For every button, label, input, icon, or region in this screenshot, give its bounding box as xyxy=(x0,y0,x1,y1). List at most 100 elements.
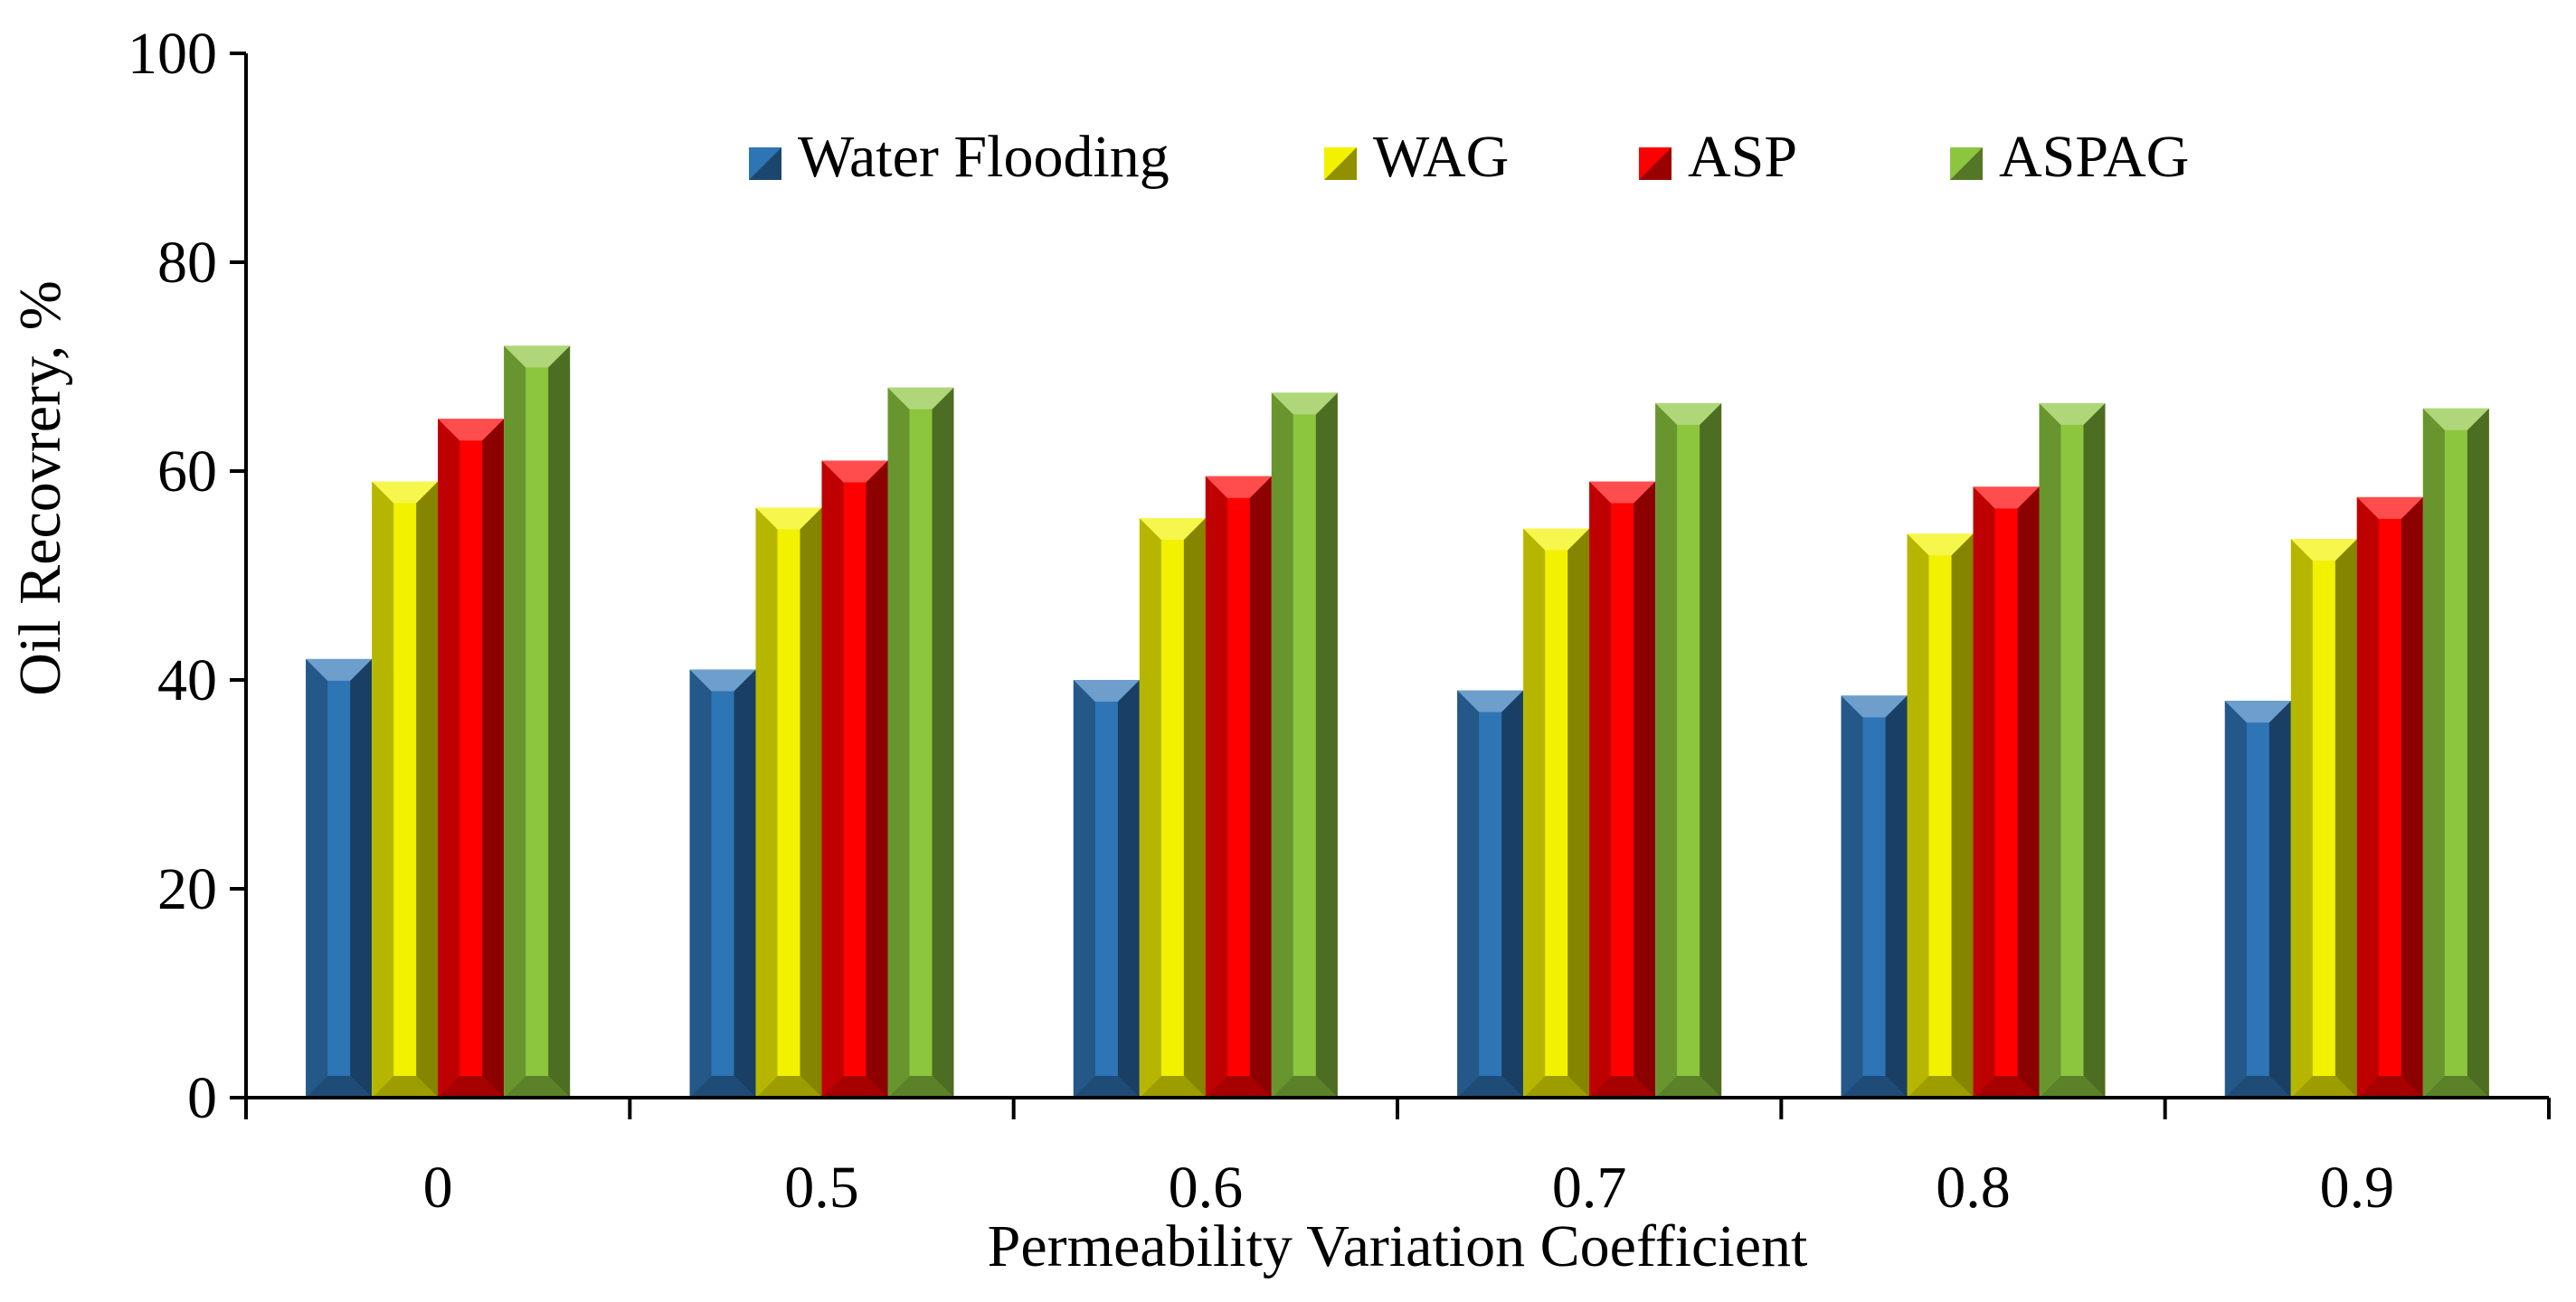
bar-bevel-left xyxy=(1271,392,1293,1098)
bar-bevel-left xyxy=(504,345,526,1098)
bar-bevel-top xyxy=(1907,533,1974,556)
bar-bevel-right xyxy=(2017,486,2040,1098)
bar-wag-0 xyxy=(372,481,439,1098)
x-tick-label-0_9: 0.9 xyxy=(2320,1155,2395,1221)
bar-water-flooding-0_9 xyxy=(2224,701,2291,1098)
bar-bevel-bottom xyxy=(1907,1076,1974,1098)
bar-bevel-top xyxy=(755,507,822,530)
bar-bevel-right xyxy=(932,387,954,1099)
legend-item-aspag: ASPAG xyxy=(1950,124,2189,190)
bar-bevel-right xyxy=(1951,533,1974,1098)
bar-bevel-bottom xyxy=(755,1076,822,1098)
bar-bevel-right xyxy=(734,669,756,1098)
bar-bevel-right xyxy=(482,419,505,1098)
bar-bevel-top xyxy=(1589,481,1656,504)
x-tick-label-0: 0 xyxy=(423,1155,453,1221)
bar-bevel-bottom xyxy=(504,1076,571,1098)
bar-asp-0_8 xyxy=(1973,486,2040,1098)
y-tick-label-60: 60 xyxy=(157,439,217,505)
bar-bevel-top xyxy=(2039,402,2106,425)
bar-bevel-left xyxy=(1523,528,1546,1098)
bar-bevel-bottom xyxy=(2422,1076,2489,1098)
bar-bevel-top xyxy=(821,460,888,483)
bar-bevel-right xyxy=(1885,695,1908,1098)
bar-asp-0_7 xyxy=(1589,481,1656,1098)
x-tick-label-0_6: 0.6 xyxy=(1169,1155,1244,1221)
bar-bevel-bottom xyxy=(1271,1076,1338,1098)
bar-bevel-top xyxy=(1271,392,1338,415)
y-tick-label-20: 20 xyxy=(157,856,217,922)
bar-water-flooding-0_8 xyxy=(1841,695,1908,1098)
bar-bevel-right xyxy=(1501,690,1524,1098)
bar-bevel-left xyxy=(2290,539,2313,1098)
bar-bevel-right xyxy=(2467,408,2489,1098)
bar-bevel-left xyxy=(1655,402,1678,1098)
y-tick-label-100: 100 xyxy=(128,21,217,87)
bar-bevel-top xyxy=(1973,486,2040,509)
bar-aspag-0_7 xyxy=(1655,402,1722,1098)
bar-bevel-top xyxy=(438,419,505,441)
bar-bevel-right xyxy=(2401,496,2423,1098)
bar-bevel-left xyxy=(2356,496,2379,1098)
bar-bevel-left xyxy=(306,658,328,1098)
bar-asp-0_5 xyxy=(821,460,888,1098)
bar-water-flooding-0 xyxy=(306,658,373,1098)
bar-water-flooding-0_6 xyxy=(1073,680,1140,1098)
bar-bevel-left xyxy=(1139,517,1161,1098)
bar-bevel-bottom xyxy=(1523,1076,1590,1098)
bar-bevel-bottom xyxy=(2039,1076,2106,1098)
bar-bevel-left xyxy=(1457,690,1480,1098)
bar-bevel-bottom xyxy=(821,1076,888,1098)
bar-wag-0_8 xyxy=(1907,533,1974,1098)
bar-asp-0_6 xyxy=(1205,476,1272,1098)
bar-bevel-top xyxy=(306,658,373,681)
bar-bevel-right xyxy=(2334,539,2357,1098)
bar-bevel-bottom xyxy=(1457,1076,1524,1098)
bar-bevel-top xyxy=(887,387,954,410)
bar-bevel-top xyxy=(1139,517,1206,540)
bar-bevel-top xyxy=(1457,690,1524,712)
bar-bevel-top xyxy=(2356,496,2423,519)
legend-label: ASPAG xyxy=(1999,124,2189,190)
bar-bevel-right xyxy=(1315,392,1338,1098)
bar-bevel-top xyxy=(372,481,439,504)
bar-bevel-right xyxy=(2083,402,2106,1098)
legend-item-wag: WAG xyxy=(1324,124,1509,190)
legend-swatch-shade xyxy=(1950,147,1983,180)
bar-asp-0 xyxy=(438,419,505,1098)
bar-bevel-right xyxy=(548,345,571,1098)
bar-bevel-right xyxy=(1567,528,1590,1098)
bar-bevel-left xyxy=(2039,402,2061,1098)
bar-bevel-right xyxy=(350,658,373,1098)
bar-bevel-bottom xyxy=(1973,1076,2040,1098)
bar-wag-0_6 xyxy=(1139,517,1206,1098)
legend-label: ASP xyxy=(1688,124,1797,190)
bar-bevel-left xyxy=(1841,695,1863,1098)
bar-bevel-top xyxy=(1841,695,1908,718)
bar-bevel-right xyxy=(1634,481,1656,1098)
bar-bevel-bottom xyxy=(887,1076,954,1098)
y-tick-label-40: 40 xyxy=(157,647,217,713)
legend-swatch-shade xyxy=(1324,147,1357,180)
x-tick-label-0_5: 0.5 xyxy=(784,1155,859,1221)
bar-aspag-0_8 xyxy=(2039,402,2106,1098)
axes-group xyxy=(244,53,2549,1099)
bar-bevel-bottom xyxy=(2224,1076,2291,1098)
x-tick-label-0_7: 0.7 xyxy=(1552,1155,1627,1221)
legend-label: WAG xyxy=(1373,124,1509,190)
y-tick-label-0: 0 xyxy=(187,1065,217,1131)
legend-label: Water Flooding xyxy=(798,124,1170,190)
bars-group xyxy=(306,345,2489,1099)
y-tick-label-80: 80 xyxy=(157,230,217,296)
bar-wag-0_5 xyxy=(755,507,822,1098)
bar-bevel-right xyxy=(1183,517,1206,1098)
bar-bevel-left xyxy=(1073,680,1095,1098)
bar-bevel-bottom xyxy=(689,1076,756,1098)
bar-bevel-right xyxy=(1249,476,1272,1098)
y-axis-title: Oil Recovrery, % xyxy=(7,280,73,695)
bar-bevel-right xyxy=(866,460,888,1098)
bar-bevel-left xyxy=(2422,408,2445,1098)
bar-bevel-bottom xyxy=(1655,1076,1722,1098)
bar-aspag-0_5 xyxy=(887,387,954,1099)
